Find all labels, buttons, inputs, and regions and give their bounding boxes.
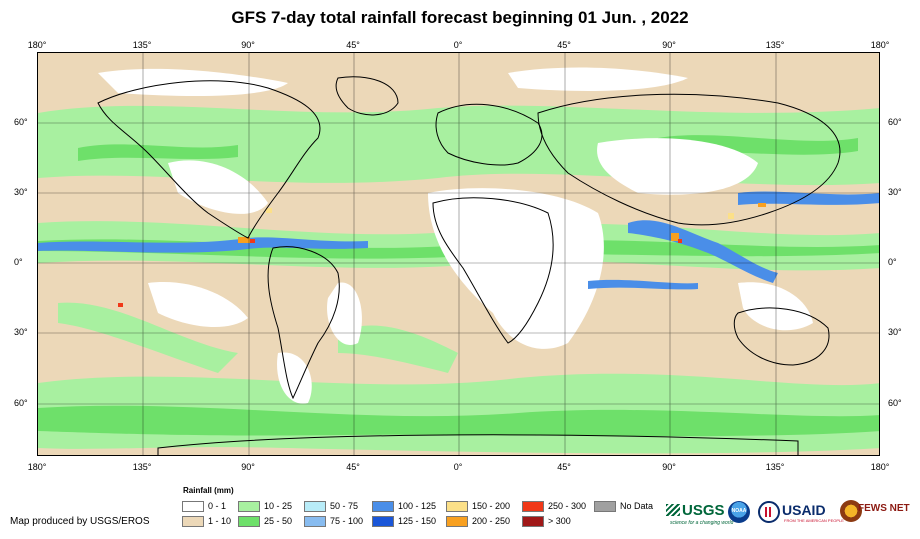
legend-label: 100 - 125 bbox=[398, 501, 437, 511]
legend-swatch-0-1 bbox=[182, 501, 204, 512]
lon-tick-bottom: 135° bbox=[132, 462, 152, 472]
lon-tick-top: 45° bbox=[557, 40, 571, 50]
usgs-wave-icon bbox=[666, 504, 680, 516]
lat-tick-right: 60° bbox=[888, 117, 902, 127]
legend-label: 0 - 1 bbox=[208, 501, 227, 511]
lon-tick-bottom: 90° bbox=[662, 462, 676, 472]
legend-swatch-200-250 bbox=[446, 516, 468, 527]
noaa-logo: NOAA bbox=[728, 501, 750, 523]
noaa-logo-text: NOAA bbox=[731, 508, 747, 514]
legend-title: Rainfall (mm) bbox=[183, 486, 234, 495]
legend-swatch-25-50 bbox=[238, 516, 260, 527]
lon-tick-bottom: 180° bbox=[870, 462, 890, 472]
legend-swatch-250-300 bbox=[522, 501, 544, 512]
legend-label: 25 - 50 bbox=[264, 516, 293, 526]
legend-swatch-125-150 bbox=[372, 516, 394, 527]
lon-tick-top: 0° bbox=[453, 40, 463, 50]
dry-zones bbox=[98, 67, 813, 404]
legend-label: > 300 bbox=[548, 516, 571, 526]
legend-swatch-1-10 bbox=[182, 516, 204, 527]
map-credit: Map produced by USGS/EROS bbox=[10, 516, 150, 527]
legend-label: 75 - 100 bbox=[330, 516, 364, 526]
map-title: GFS 7-day total rainfall forecast beginn… bbox=[231, 8, 689, 27]
legend-label: No Data bbox=[620, 501, 654, 511]
lat-tick-left: 60° bbox=[14, 398, 28, 408]
usaid-seal bbox=[758, 501, 780, 523]
legend-label: 10 - 25 bbox=[264, 501, 293, 511]
legend-label: 125 - 150 bbox=[398, 516, 437, 526]
lon-tick-bottom: 135° bbox=[765, 462, 785, 472]
lon-tick-bottom: 180° bbox=[27, 462, 47, 472]
lon-tick-top: 180° bbox=[27, 40, 47, 50]
usaid-logo-text: USAID bbox=[782, 502, 826, 518]
rain-extreme bbox=[118, 203, 766, 307]
lon-tick-top: 135° bbox=[765, 40, 785, 50]
lon-tick-bottom: 90° bbox=[241, 462, 255, 472]
australia-outline bbox=[733, 307, 830, 366]
lon-tick-top: 90° bbox=[241, 40, 255, 50]
africa-outline bbox=[432, 197, 554, 344]
lat-tick-left: 60° bbox=[14, 117, 28, 127]
north-america-outline bbox=[97, 80, 321, 239]
lon-tick-top: 135° bbox=[132, 40, 152, 50]
lat-tick-right: 30° bbox=[888, 327, 902, 337]
asia-outline bbox=[537, 93, 841, 226]
usgs-logo: USGS bbox=[666, 502, 725, 519]
usgs-tagline: science for a changing world bbox=[670, 520, 734, 526]
legend-swatch-gt-300 bbox=[522, 516, 544, 527]
fewsnet-logo-text: FEWS NET bbox=[858, 503, 910, 514]
lat-tick-left: 30° bbox=[14, 187, 28, 197]
usaid-tagline: FROM THE AMERICAN PEOPLE bbox=[784, 518, 844, 523]
europe-outline bbox=[435, 103, 543, 166]
coastlines bbox=[97, 76, 841, 455]
rain-heavy bbox=[38, 191, 879, 290]
graticule bbox=[38, 53, 879, 455]
legend-swatch-50-75 bbox=[304, 501, 326, 512]
greenland-outline bbox=[335, 76, 399, 116]
lat-tick-left: 30° bbox=[14, 327, 28, 337]
legend-swatch-100-125 bbox=[372, 501, 394, 512]
legend-swatch-no-data bbox=[594, 501, 616, 512]
lat-tick-right: 30° bbox=[888, 187, 902, 197]
legend-swatch-10-25 bbox=[238, 501, 260, 512]
legend-swatch-150-200 bbox=[446, 501, 468, 512]
legend-label: 150 - 200 bbox=[472, 501, 511, 511]
rainfall-map[interactable] bbox=[37, 52, 880, 456]
lon-tick-bottom: 0° bbox=[453, 462, 463, 472]
lon-tick-top: 180° bbox=[870, 40, 890, 50]
antarctica-outline bbox=[157, 434, 799, 455]
south-america-outline bbox=[267, 246, 340, 400]
legend-label: 200 - 250 bbox=[472, 516, 511, 526]
lat-tick-right: 60° bbox=[888, 398, 902, 408]
lon-tick-top: 45° bbox=[346, 40, 360, 50]
lat-tick-right: 0° bbox=[888, 257, 897, 267]
lon-tick-bottom: 45° bbox=[557, 462, 571, 472]
rainfall-map-canvas bbox=[38, 53, 879, 455]
usgs-logo-text: USGS bbox=[682, 502, 725, 519]
fewsnet-globe-icon bbox=[840, 500, 862, 522]
legend-label: 50 - 75 bbox=[330, 501, 359, 511]
lat-tick-left: 0° bbox=[14, 257, 23, 267]
legend-swatch-75-100 bbox=[304, 516, 326, 527]
usaid-shield-icon bbox=[765, 507, 773, 517]
legend-label: 250 - 300 bbox=[548, 501, 587, 511]
lon-tick-top: 90° bbox=[662, 40, 676, 50]
legend-label: 1 - 10 bbox=[208, 516, 232, 526]
lon-tick-bottom: 45° bbox=[346, 462, 360, 472]
